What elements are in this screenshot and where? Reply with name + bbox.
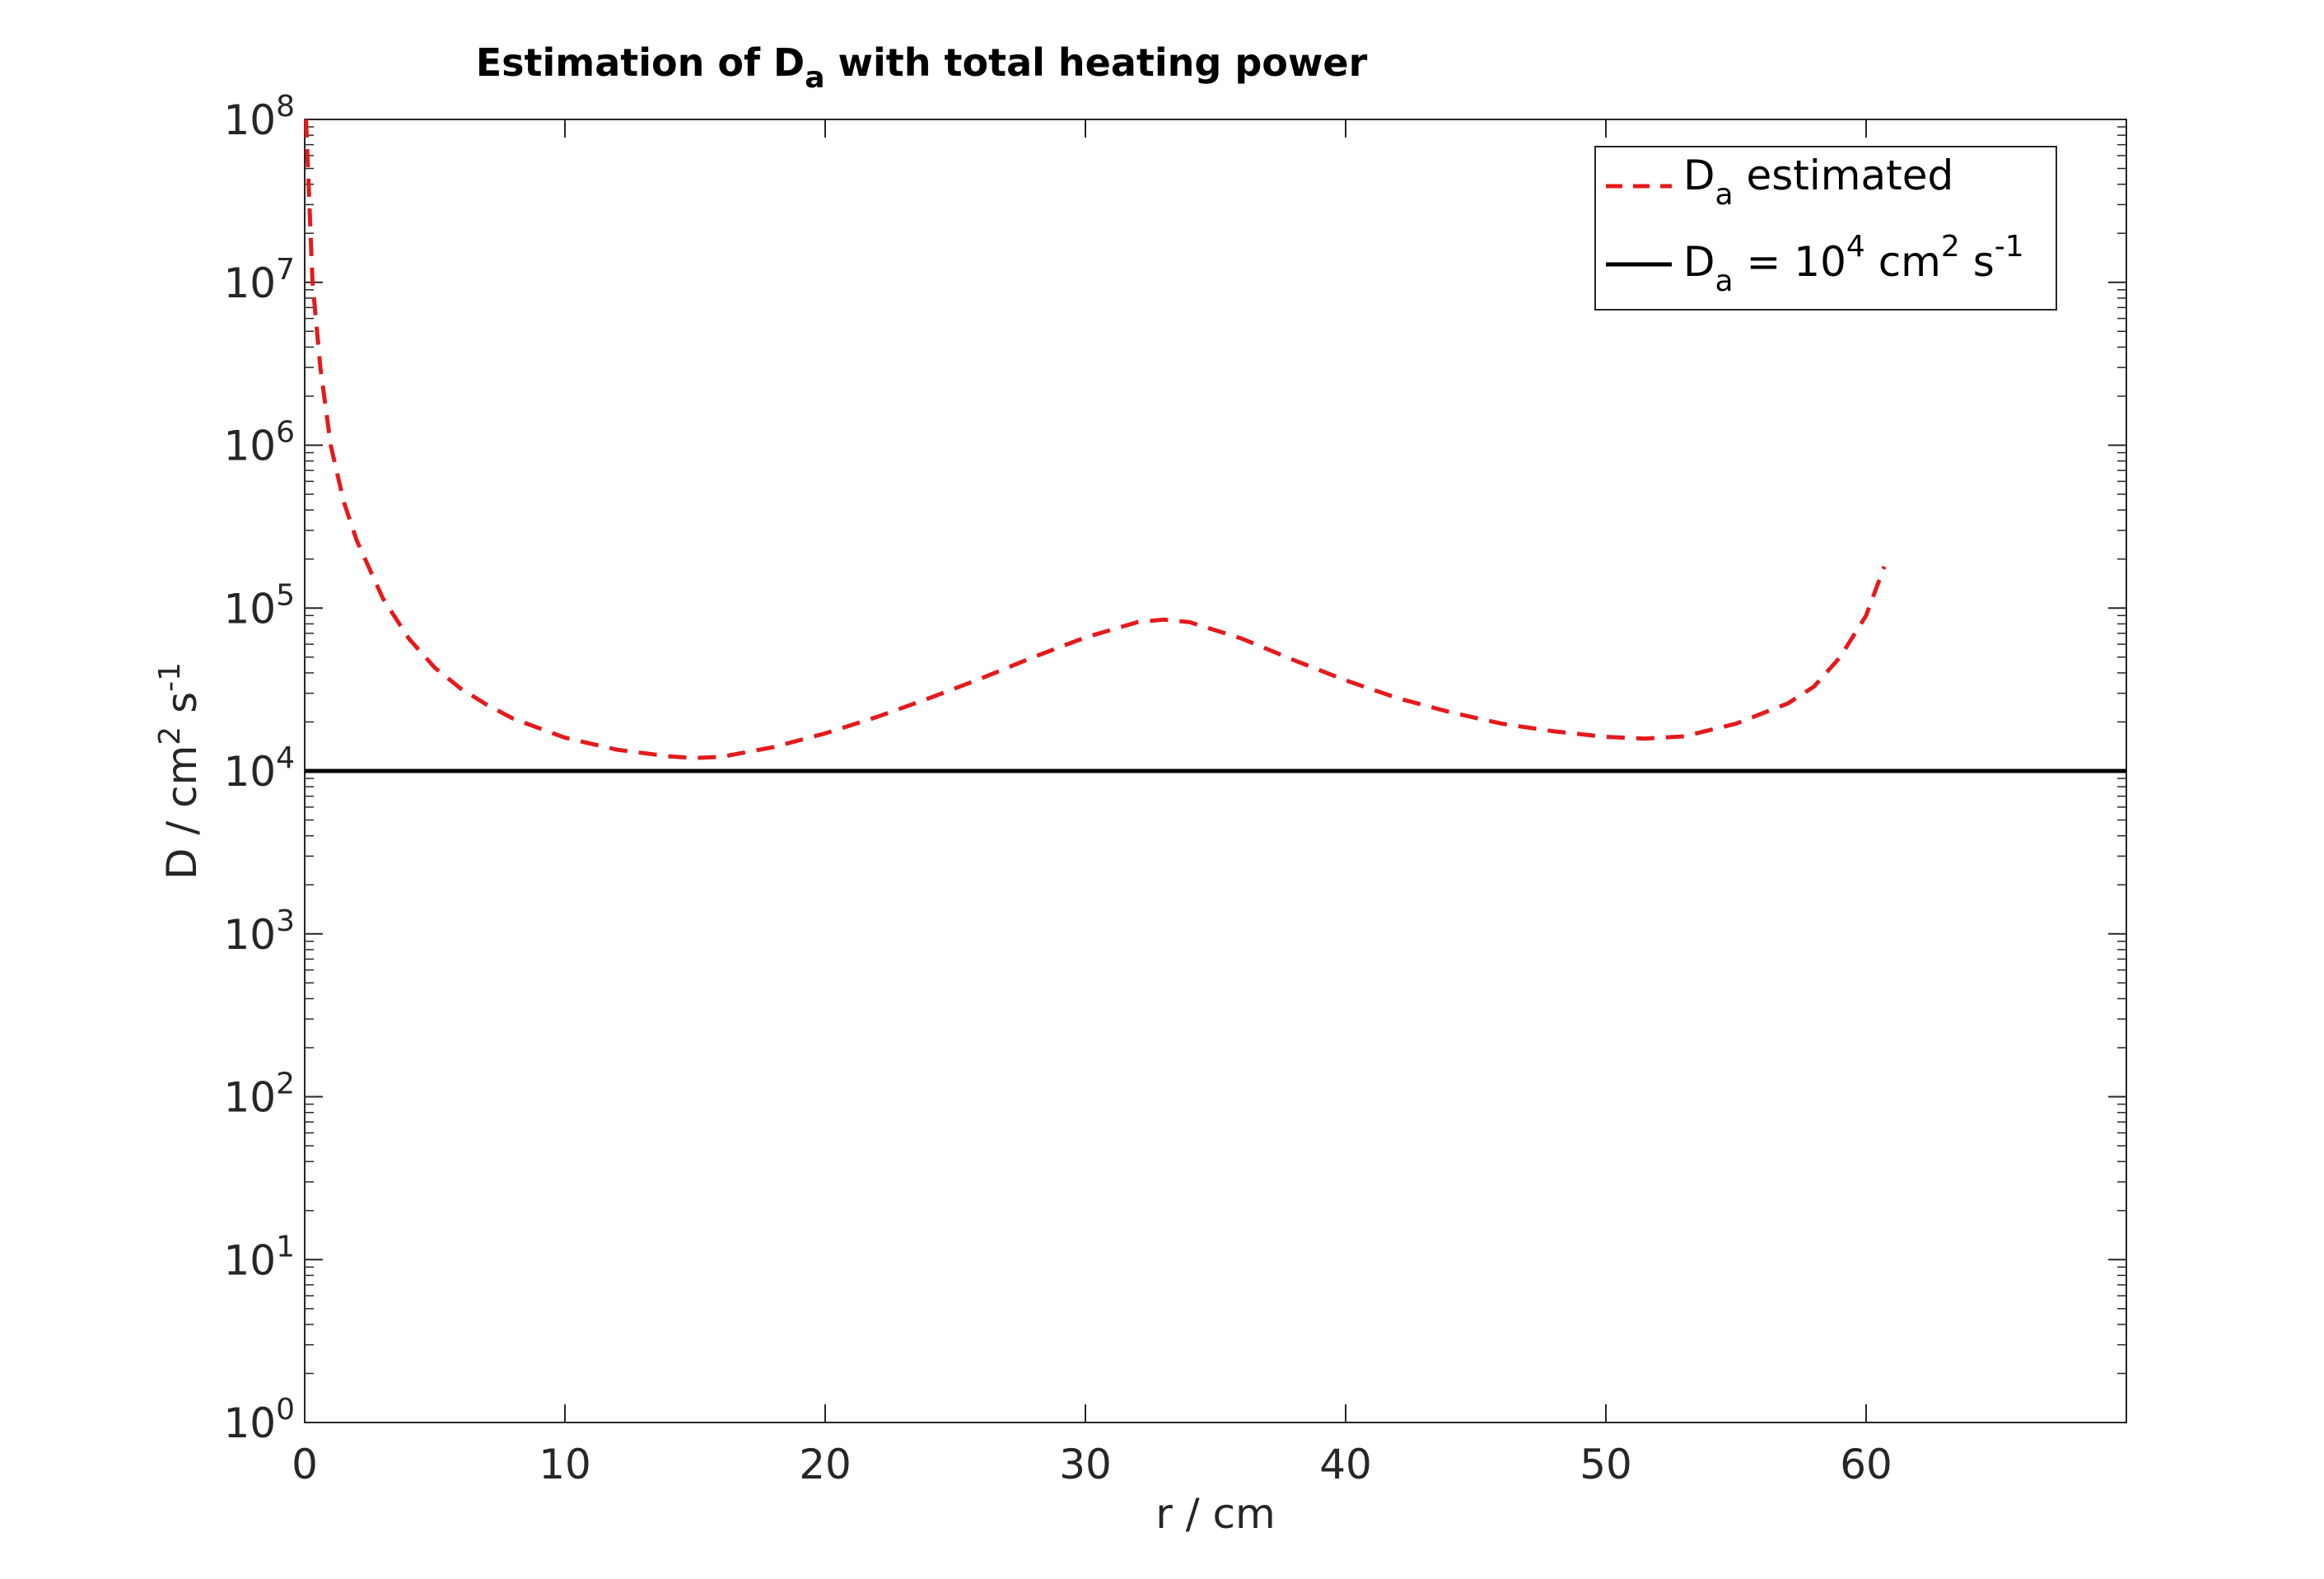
- x-tick-label: 20: [799, 1441, 852, 1488]
- x-tick-label: 50: [1580, 1441, 1632, 1488]
- x-tick-labels: 0 10 20 30 40 50 60: [292, 1441, 1892, 1488]
- x-tick-label: 0: [292, 1441, 318, 1488]
- y-tick-label: 104: [223, 741, 295, 796]
- y-axis-label: D / cm2 s-1: [153, 662, 206, 880]
- y-tick-label: 106: [223, 416, 295, 470]
- x-tick-label: 10: [539, 1441, 591, 1488]
- y-tick-label: 103: [223, 904, 295, 959]
- y-tick-label: 100: [223, 1393, 295, 1447]
- y-tick-label: 108: [223, 90, 295, 144]
- legend-label-reference: Da = 104 cm2 s-1: [1683, 230, 2024, 298]
- major-ticks: [304, 119, 2126, 1423]
- series-line-estimated: [304, 119, 1887, 760]
- legend-box: [1594, 146, 2057, 311]
- legend-label-estimated: Da estimated: [1683, 152, 1953, 212]
- y-tick-label: 101: [223, 1230, 295, 1284]
- y-tick-labels: 100 101 102 103 104 105 106 107 108: [223, 90, 295, 1447]
- y-tick-label: 105: [223, 578, 295, 633]
- x-axis-label: r / cm: [1155, 1490, 1275, 1538]
- minor-ticks: [305, 126, 2126, 1375]
- y-tick-label: 102: [223, 1067, 295, 1122]
- x-tick-label: 60: [1840, 1441, 1892, 1488]
- legend: Da estimated Da = 104 cm2 s-1: [1594, 146, 2057, 311]
- chart-title: Estimation of Da with total heating powe…: [476, 40, 1368, 95]
- y-tick-label: 107: [223, 253, 295, 307]
- x-tick-label: 40: [1319, 1441, 1372, 1488]
- x-tick-label: 30: [1059, 1441, 1112, 1488]
